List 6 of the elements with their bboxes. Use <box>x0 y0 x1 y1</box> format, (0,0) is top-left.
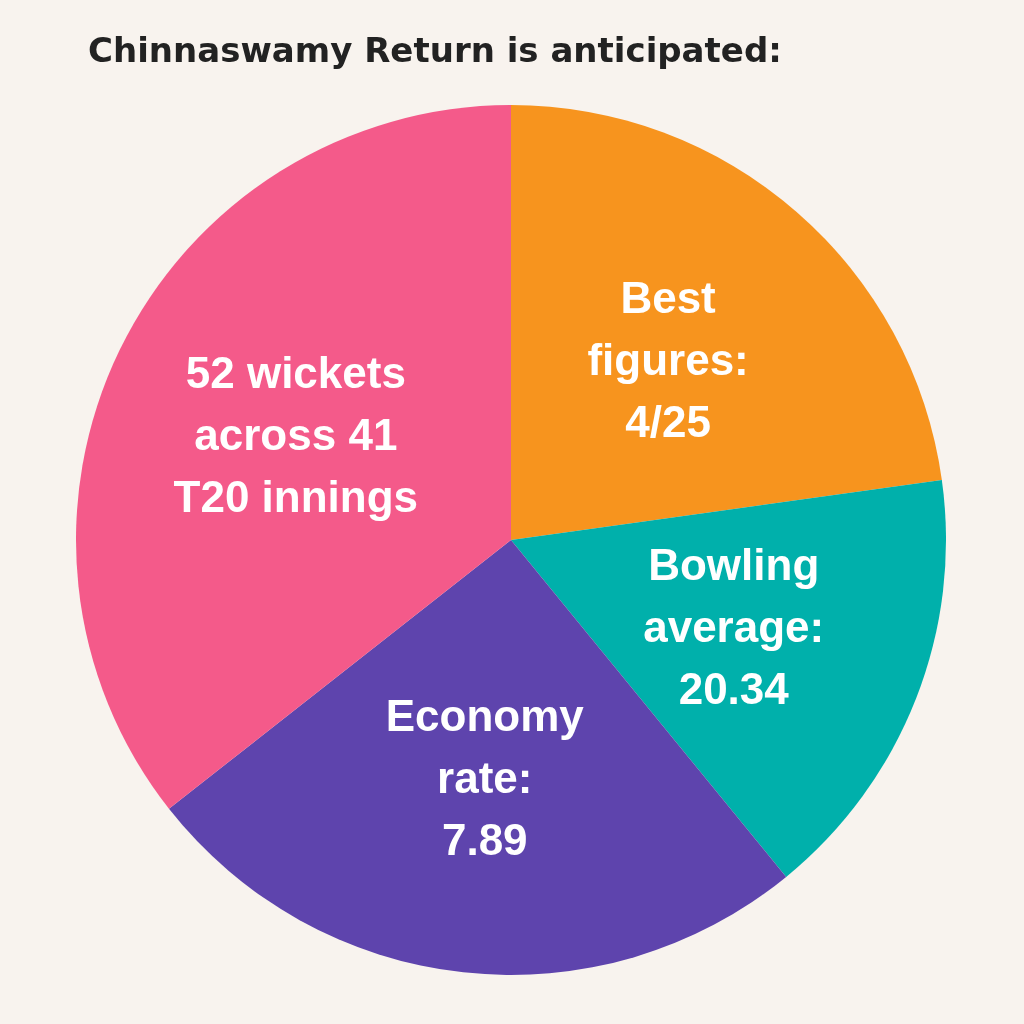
slice-label: Bowling average: 20.34 <box>643 540 825 714</box>
slice-label: Economy rate: 7.89 <box>385 690 585 864</box>
slice-label: 52 wickets across 41 T20 innings <box>173 348 419 522</box>
slice-label: Best figures: 4/25 <box>587 272 749 446</box>
chart-title: Chinnaswamy Return is anticipated: <box>88 30 782 70</box>
pie-slice <box>511 105 942 540</box>
